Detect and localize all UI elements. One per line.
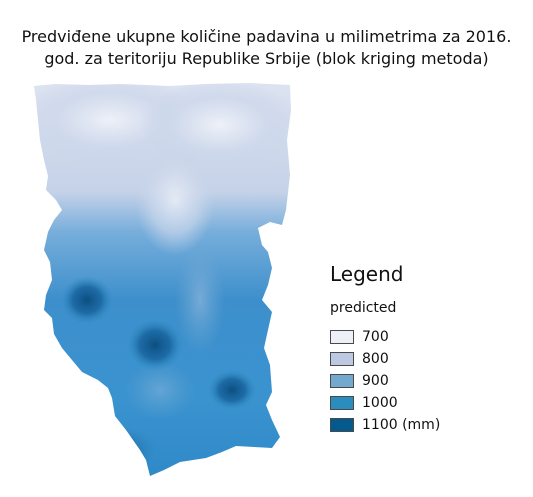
precipitation-surface (34, 83, 291, 476)
legend-swatch-800 (330, 352, 354, 366)
map-title-line-2: god. za teritoriju Republike Srbije (blo… (44, 49, 489, 68)
legend-swatch-900 (330, 374, 354, 388)
legend-item-800: 800 (330, 348, 440, 370)
map-title-line-1: Predviđene ukupne količine padavina u mi… (21, 27, 512, 46)
legend-label-700: 700 (362, 329, 389, 345)
legend-item-700: 700 (330, 326, 440, 348)
legend-swatch-700 (330, 330, 354, 344)
legend-items: 700 800 900 1000 1100 (mm) (330, 326, 440, 436)
legend-label-1100: 1100 (mm) (362, 417, 441, 433)
legend-label-900: 900 (362, 373, 389, 389)
legend-field-label: predicted (330, 300, 397, 316)
legend-heading: Legend (330, 262, 404, 286)
legend-item-900: 900 (330, 370, 440, 392)
legend-label-1000: 1000 (362, 395, 398, 411)
legend-label-800: 800 (362, 351, 389, 367)
legend-item-1100: 1100 (mm) (330, 414, 440, 436)
map-title: Predviđene ukupne količine padavina u mi… (0, 26, 533, 70)
legend-swatch-1100 (330, 418, 354, 432)
legend-item-1000: 1000 (330, 392, 440, 414)
map-legend: Legend predicted 700 800 900 1000 1100 (… (330, 262, 440, 436)
legend-swatch-1000 (330, 396, 354, 410)
